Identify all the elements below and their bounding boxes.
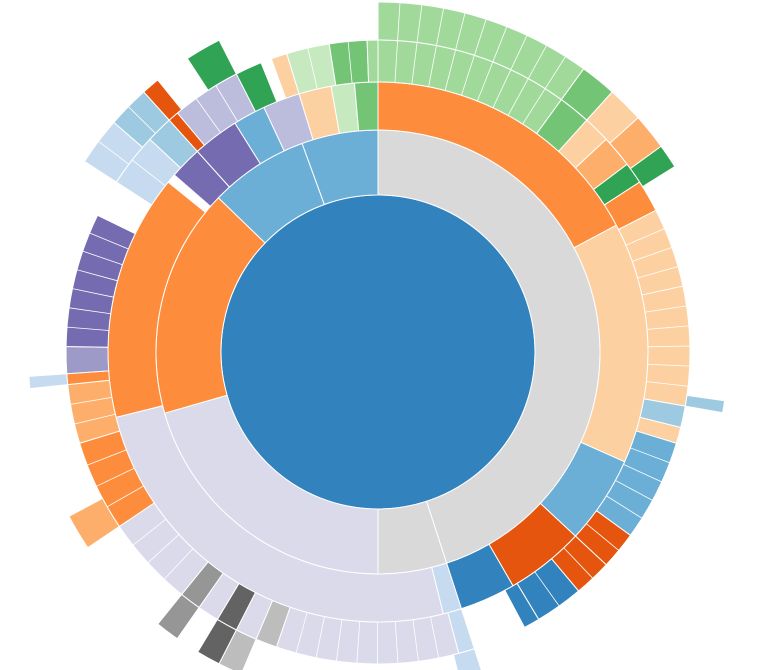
- sunburst-leaf-divider-l3-0-5: [461, 55, 475, 96]
- sunburst-segment-l4-4: [629, 145, 676, 188]
- sunburst-leaf-divider-l3-32-1: [195, 98, 221, 133]
- sunburst-leaf-divider-l3-23-2: [96, 467, 135, 487]
- sunburst-leaf-divider-l3-11-1: [563, 547, 594, 579]
- sunburst-leaf-divider-l4-0-6: [492, 26, 508, 63]
- sunburst-rings: [28, 1, 726, 670]
- sunburst-leaf-divider-l4-12-1: [98, 141, 130, 165]
- sunburst-leaf-divider-l3-24-1: [74, 413, 116, 425]
- sunburst-segment-l4-14: [143, 79, 183, 121]
- sunburst-leaf-divider-l3-23-1: [106, 485, 144, 508]
- sunburst-leaf-divider-l3-9-2: [623, 464, 662, 483]
- sunburst-leaf-divider-l4-0-5: [474, 19, 487, 56]
- sunburst-leaf-divider-l3-16-1: [430, 616, 440, 659]
- sunburst-leaf-divider-l3-27-1: [66, 326, 109, 331]
- sunburst-leaf-divider-l3-24-2: [70, 396, 112, 405]
- sunburst-segment-l4-10: [68, 497, 121, 549]
- sunburst-leaf-divider-l3-6-8: [647, 363, 690, 367]
- sunburst-leaf-divider-l4-13-1: [128, 106, 156, 134]
- sunburst-leaf-divider-l3-29-1: [131, 159, 166, 187]
- sunburst-segment-l4-15: [186, 39, 238, 92]
- sunburst-segment-l4-9: [452, 648, 482, 670]
- sunburst-leaf-divider-l3-16-6: [335, 619, 343, 662]
- sunburst-leaf-divider-l3-27-3: [72, 288, 114, 298]
- sunburst-leaf-divider-l3-0-3: [428, 45, 437, 87]
- sunburst-leaf-divider-l3-10-1: [586, 523, 620, 551]
- sunburst-leaf-divider-l3-9-1: [630, 447, 670, 464]
- sunburst-leaf-divider-l3-9-4: [606, 495, 643, 519]
- sunburst-leaf-divider-l3-6-3: [637, 266, 679, 279]
- sunburst-leaf-divider-l3-6-7: [647, 345, 690, 348]
- sunburst-leaf-divider-l4-0-3: [436, 8, 444, 46]
- sunburst-leaf-divider-l3-36-1: [307, 47, 318, 90]
- sunburst-segment-l3-26: [65, 346, 110, 375]
- sunburst-segment-l4-5: [684, 394, 726, 414]
- sunburst-leaf-divider-l3-0-7: [492, 69, 512, 108]
- sunburst-leaf-divider-l3-22-2: [147, 534, 180, 564]
- sunburst-leaf-divider-l3-27-6: [89, 232, 129, 250]
- sunburst-leaf-divider-l4-0-2: [416, 4, 423, 43]
- sunburst-leaf-divider-l4-0-8: [527, 45, 547, 79]
- sunburst-leaf-divider-l3-0-9: [522, 88, 546, 125]
- sunburst-leaf-divider-l3-32-2: [215, 85, 238, 122]
- sunburst-leaf-divider-l4-0-1: [397, 2, 401, 41]
- sunburst-leaf-divider-l3-27-2: [69, 307, 111, 315]
- sunburst-leaf-divider-l3-22-3: [132, 518, 167, 546]
- sunburst-leaf-divider-l3-6-1: [625, 228, 665, 246]
- sunburst-leaf-divider-l4-0-4: [455, 12, 466, 50]
- sunburst-leaf-divider-l3-16-8: [295, 612, 308, 654]
- sunburst-segment-l4-11: [28, 373, 69, 390]
- sunburst-leaf-divider-l3-0-1: [394, 40, 398, 83]
- sunburst-leaf-divider-l3-6-5: [644, 305, 687, 313]
- sunburst-leaf-divider-l3-6-6: [647, 325, 689, 330]
- sunburst-segment-l4-8: [218, 629, 257, 670]
- sunburst-segment-l4-6: [157, 593, 200, 640]
- sunburst-leaf-divider-l3-0-6: [477, 61, 494, 102]
- sunburst-leaf-divider-l3-6-2: [632, 246, 673, 262]
- sunburst-leaf-divider-l3-0-2: [411, 42, 418, 85]
- sunburst-leaf-divider-l3-37-1: [347, 41, 353, 84]
- sunburst-leaf-divider-l3-0-4: [444, 49, 456, 91]
- sunburst-leaf-divider-l3-16-3: [394, 621, 399, 664]
- sunburst-leaf-divider-l3-16-5: [356, 621, 361, 664]
- sunburst-leaf-divider-l4-0-7: [510, 35, 528, 70]
- sunburst-leaf-divider-l3-6-4: [641, 285, 684, 296]
- sunburst-leaf-divider-l3-27-4: [76, 269, 118, 282]
- sunburst-leaf-divider-l3-16-7: [315, 616, 325, 658]
- sunburst-leaf-divider-l3-23-3: [87, 449, 127, 466]
- sunburst-leaf-divider-l3-0-8: [507, 78, 529, 116]
- sunburst-leaf-divider-l3-27-5: [82, 250, 123, 266]
- sunburst-leaf-divider-l3-12-1: [534, 571, 560, 607]
- sunburst-root-segment: [220, 194, 536, 510]
- sunburst-leaf-divider-l4-0-9: [544, 56, 566, 89]
- sunburst-leaf-divider-l3-6-9: [646, 381, 689, 387]
- sunburst-segment-l3-38: [366, 39, 379, 83]
- sunburst-leaf-divider-l3-9-3: [615, 480, 653, 501]
- sunburst-leaf-divider-l3-16-2: [412, 619, 419, 662]
- sunburst-leaf-divider-l3-22-1: [163, 548, 194, 580]
- sunburst-segment-l4-7: [197, 618, 238, 665]
- sunburst-segment-l2-15: [353, 81, 379, 132]
